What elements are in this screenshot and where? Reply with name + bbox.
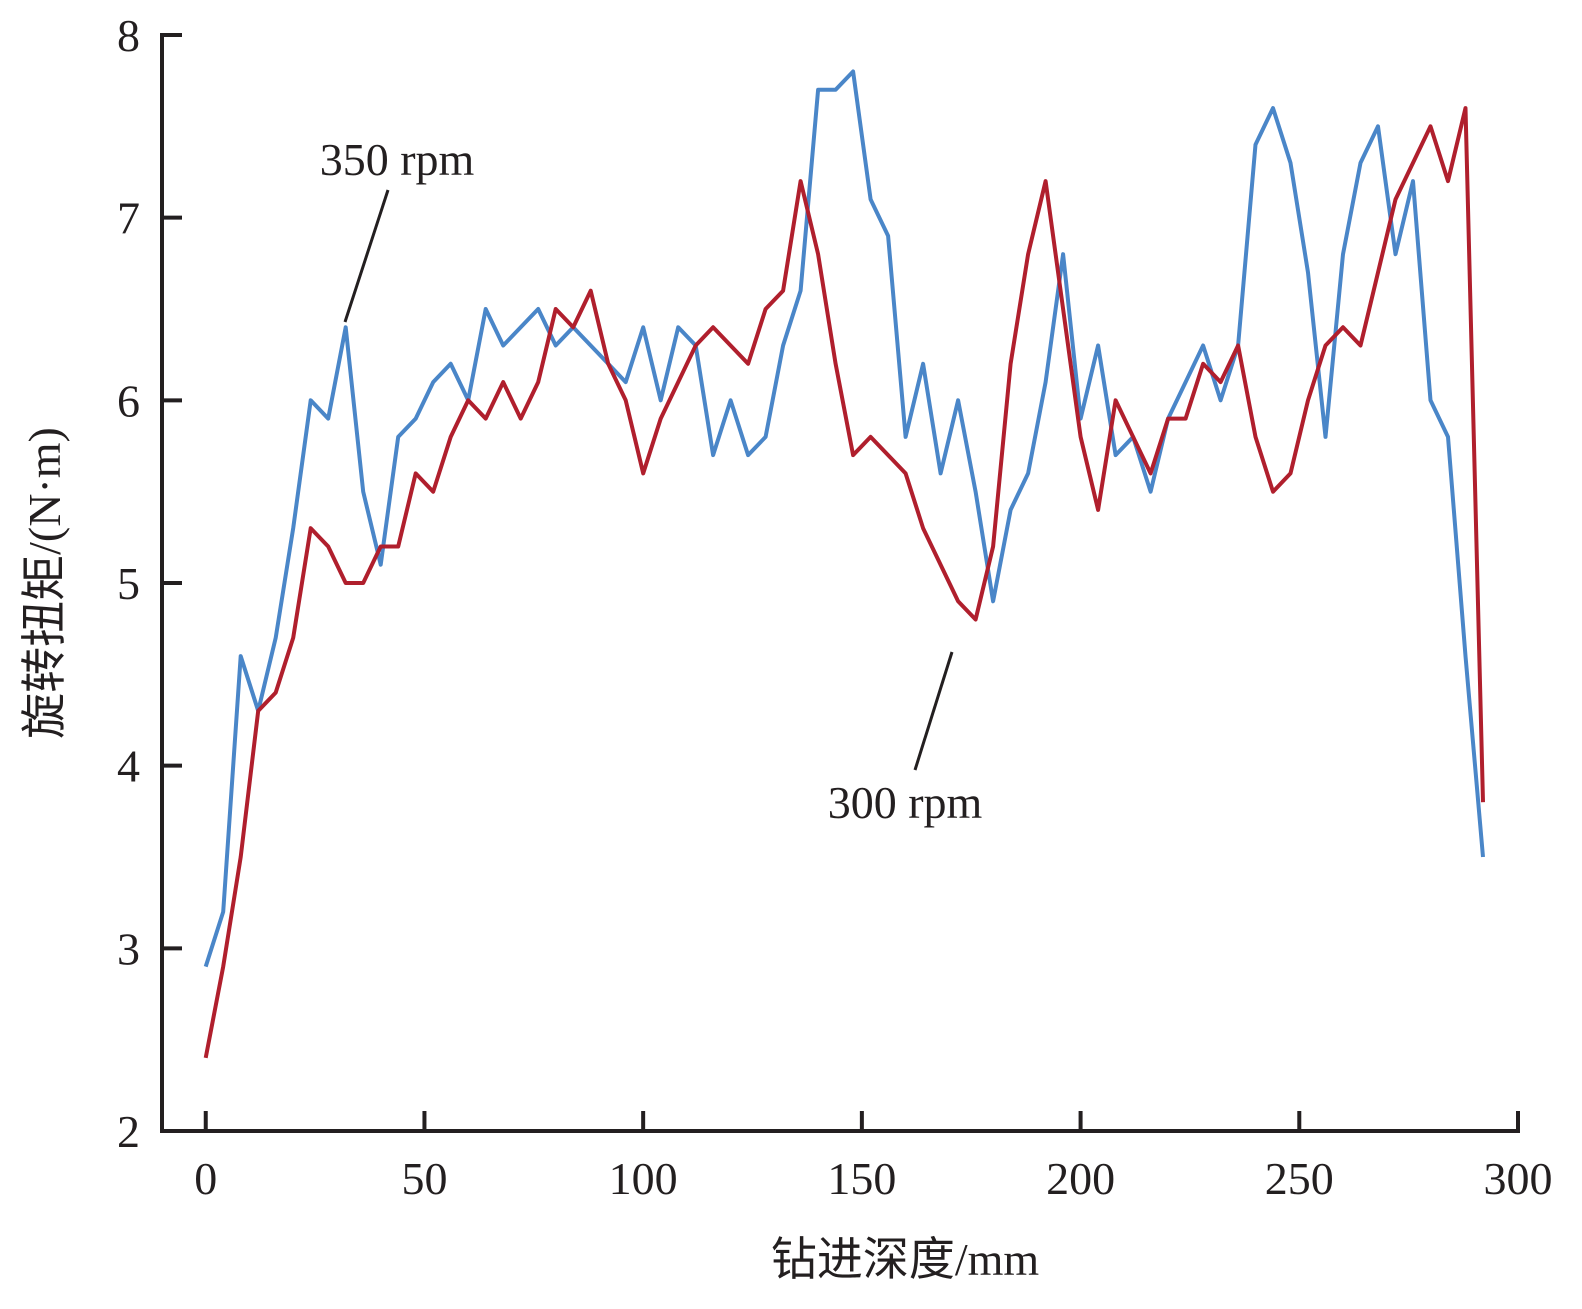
- annotation: 350 rpm: [320, 134, 475, 185]
- data-line: [203, 106, 1485, 1059]
- y-tick-label: 5: [117, 558, 140, 609]
- annotation-leader: [913, 651, 954, 771]
- y-tick-label: 6: [117, 375, 140, 426]
- x-tick-label: 250: [1265, 1153, 1334, 1204]
- x-tick-label: 50: [401, 1153, 447, 1204]
- x-tick-label: 100: [609, 1153, 678, 1204]
- y-tick-label: 2: [117, 1106, 140, 1157]
- y-axis-label: 旋转扭矩/(N·m): [19, 427, 70, 739]
- x-tick-label: 300: [1484, 1153, 1553, 1204]
- annotation-leader: [343, 189, 390, 323]
- y-tick-label: 3: [117, 923, 140, 974]
- y-tick-label: 7: [117, 193, 140, 244]
- y-tick-label: 4: [117, 741, 140, 792]
- x-tick-label: 200: [1046, 1153, 1115, 1204]
- annotation: 300 rpm: [828, 777, 983, 828]
- y-tick-label: 8: [117, 10, 140, 61]
- x-tick-label: 150: [827, 1153, 896, 1204]
- x-axis-label: 钻进深度/mm: [771, 1234, 1040, 1285]
- x-tick-label: 0: [194, 1153, 217, 1204]
- data-line: [203, 69, 1485, 968]
